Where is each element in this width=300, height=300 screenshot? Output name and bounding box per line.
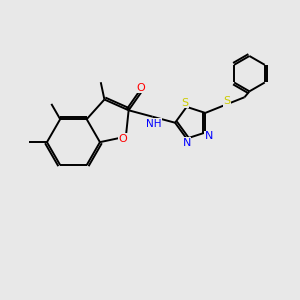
Text: S: S [181,98,188,108]
Text: NH: NH [146,118,161,128]
Text: O: O [136,83,146,93]
Text: O: O [118,134,127,144]
Text: S: S [223,96,230,106]
Text: N: N [182,137,191,148]
Text: N: N [205,131,213,142]
